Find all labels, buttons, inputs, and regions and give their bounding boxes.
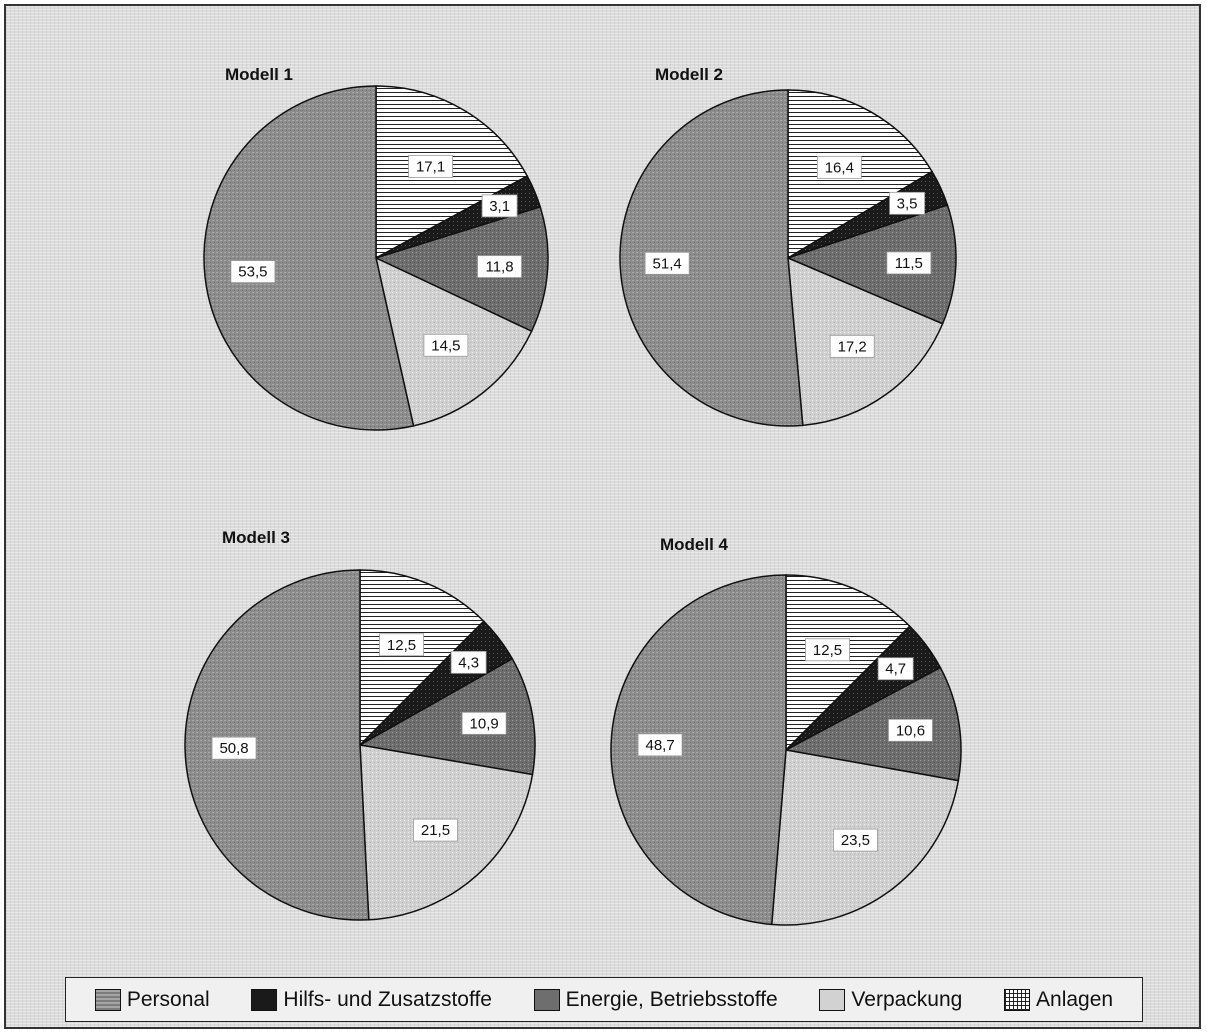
pie-slice-anlagen xyxy=(359,569,485,747)
value-label-box xyxy=(637,733,683,757)
pie-slice-energie xyxy=(783,666,962,782)
pie-title: Modell 4 xyxy=(660,535,729,554)
pie-slice-personal xyxy=(610,574,787,926)
value-label-box xyxy=(886,251,932,275)
pie-slice-energie xyxy=(785,204,957,325)
pie-slice-energie xyxy=(357,657,536,776)
legend-label: Anlagen xyxy=(1036,987,1114,1011)
value-label-anlagen: 12,5 xyxy=(813,642,842,659)
pie-chart-1: Modell 1 17,1 3,1 11,8 14,5 53,5 xyxy=(203,65,549,431)
legend-swatch-personal xyxy=(94,988,121,1011)
value-label-energie: 11,8 xyxy=(485,259,513,276)
value-label-box xyxy=(644,251,690,275)
legend-item-anlagen: Anlagen xyxy=(1004,988,1113,1012)
legend-label: Energie, Betriebsstoffe xyxy=(565,987,778,1011)
pie-slice-anlagen xyxy=(785,574,911,752)
value-label-anlagen: 17,1 xyxy=(416,158,445,175)
value-label-hilfs: 3,1 xyxy=(489,198,510,215)
pie-slice-energie xyxy=(373,205,549,333)
legend-item-energie: Energie, Betriebsstoffe xyxy=(533,987,778,1012)
value-label-box xyxy=(423,333,469,357)
value-label-verpackung: 23,5 xyxy=(841,832,870,849)
legend-swatch-verpackung xyxy=(819,988,846,1011)
value-label-box xyxy=(450,650,487,674)
value-label-box xyxy=(877,657,914,681)
value-label-box xyxy=(888,718,933,742)
legend-swatch-anlagen xyxy=(1004,988,1031,1011)
pie-chart-3: Modell 3 12,5 4,3 10,9 21,5 50,8 xyxy=(184,528,536,921)
value-label-box xyxy=(833,828,878,852)
value-label-hilfs: 4,7 xyxy=(885,661,906,678)
value-label-verpackung: 14,5 xyxy=(431,337,460,354)
legend-label: Hilfs- und Zusatzstoffe xyxy=(283,987,492,1011)
pie-chart-4: Modell 4 12,5 4,7 10,6 23,5 48,7 xyxy=(610,535,962,926)
value-label-personal: 50,8 xyxy=(219,740,248,757)
value-label-energie: 10,9 xyxy=(470,715,499,732)
value-label-hilfs: 4,3 xyxy=(458,654,479,671)
value-label-box xyxy=(481,194,518,218)
value-label-anlagen: 12,5 xyxy=(387,637,416,654)
value-label-personal: 53,5 xyxy=(238,264,267,281)
pie-slice-personal xyxy=(203,85,415,431)
chart-frame xyxy=(4,4,1201,1029)
legend-label: Verpackung xyxy=(851,987,963,1011)
legend-item-verpackung: Verpackung xyxy=(819,988,962,1012)
value-label-hilfs: 3,5 xyxy=(897,195,918,212)
value-label-anlagen: 16,4 xyxy=(825,159,854,176)
legend-item-hilfs: Hilfs- und Zusatzstoffe xyxy=(251,988,492,1012)
value-label-energie: 11,5 xyxy=(895,255,923,272)
value-label-box xyxy=(413,818,458,842)
legend-swatch-energie xyxy=(533,988,560,1011)
value-label-box xyxy=(816,155,862,179)
legend: Personal Hilfs- und Zusatzstoffe Energie… xyxy=(65,977,1143,1022)
value-label-box xyxy=(408,154,453,178)
legend-item-personal: Personal xyxy=(94,987,210,1012)
pie-slice-personal xyxy=(619,89,804,427)
pie-title: Modell 3 xyxy=(222,528,290,547)
value-label-box xyxy=(829,334,875,358)
value-label-box xyxy=(379,633,424,657)
value-label-box xyxy=(477,255,522,278)
value-label-verpackung: 17,2 xyxy=(838,338,867,355)
value-label-personal: 51,4 xyxy=(653,255,682,272)
pie-slice-personal xyxy=(184,569,370,921)
value-label-box xyxy=(889,191,925,215)
pie-chart-2: Modell 2 16,4 3,5 11,5 17,2 51,4 xyxy=(619,65,957,427)
legend-label: Personal xyxy=(126,987,210,1011)
value-label-box xyxy=(211,736,257,760)
pie-title: Modell 2 xyxy=(655,65,723,84)
pie-title: Modell 1 xyxy=(225,65,293,84)
value-label-box xyxy=(230,260,276,283)
value-label-box xyxy=(805,638,850,662)
value-label-verpackung: 21,5 xyxy=(421,822,450,839)
value-label-energie: 10,6 xyxy=(896,722,925,739)
legend-swatch-hilfs xyxy=(251,988,278,1011)
value-label-personal: 48,7 xyxy=(646,737,675,754)
value-label-box xyxy=(461,711,507,735)
